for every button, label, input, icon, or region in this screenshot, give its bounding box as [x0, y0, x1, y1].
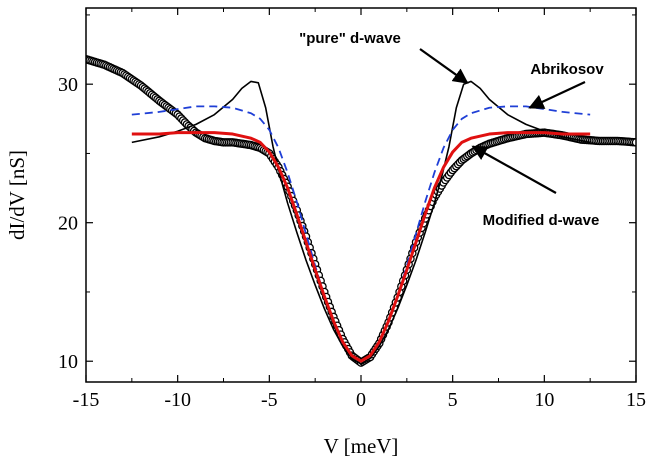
data-point: [631, 138, 636, 147]
x-tick-label: -5: [261, 389, 278, 411]
y-tick-label: 30: [58, 74, 78, 96]
ticks-layer: -15 -10 -5 0 5 10 15 10 20 30: [58, 8, 646, 411]
x-tick-label: 0: [356, 389, 366, 411]
annotation-arrow: [471, 145, 557, 194]
series-layer: [86, 55, 636, 367]
annotation-label: Modified d-wave: [483, 212, 600, 229]
series-line-abrikosov: [131, 105, 591, 363]
x-tick-label: -15: [73, 389, 100, 411]
x-tick-label: 5: [448, 389, 458, 411]
x-tick-label: 15: [626, 389, 646, 411]
series-measured-markers: [86, 55, 636, 367]
annotation-label: "pure" d-wave: [299, 30, 401, 47]
annotations-layer: "pure" d-wave Abrikosov Modified d-wave: [299, 30, 604, 229]
x-tick-label: 10: [534, 389, 554, 411]
y-tick-label: 10: [58, 351, 78, 373]
y-axis-title: dI/dV [nS]: [5, 150, 29, 240]
series-line-modified-d-wave: [131, 131, 591, 363]
annotation-arrow: [528, 81, 586, 109]
x-axis-title: V [meV]: [324, 434, 399, 458]
annotation-label: Abrikosov: [530, 61, 604, 78]
series-line-pure-d-wave: [131, 80, 591, 365]
x-tick-label: -10: [164, 389, 191, 411]
y-tick-label: 20: [58, 213, 78, 235]
annotation-arrow: [419, 48, 469, 84]
